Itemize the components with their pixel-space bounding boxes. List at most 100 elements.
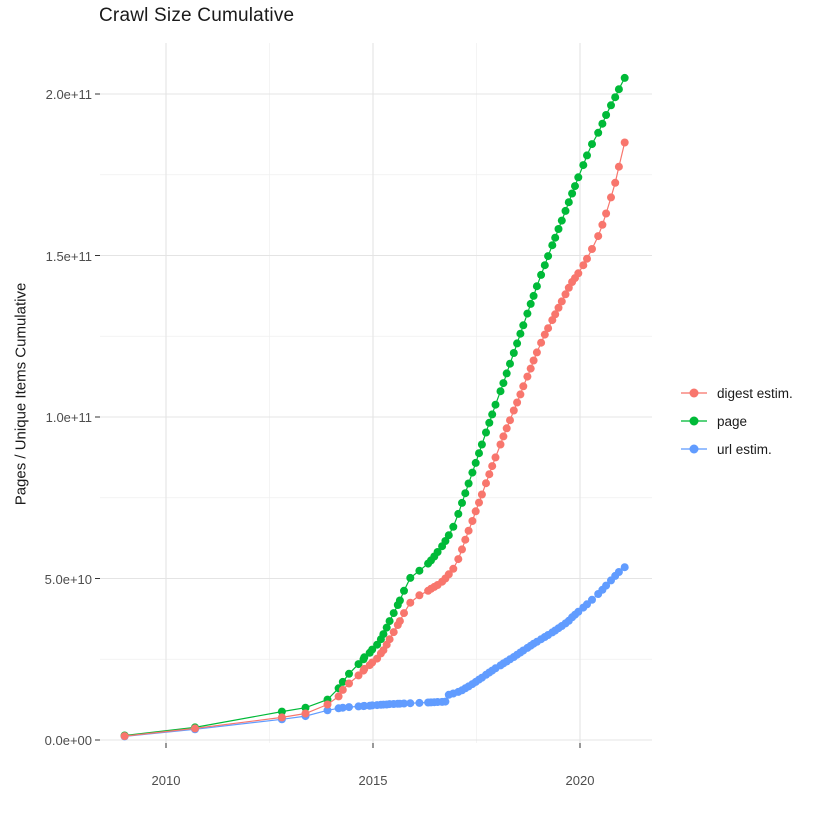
- y-tick-label: 0.0e+00: [44, 733, 92, 748]
- x-tick-label: 2010: [151, 773, 181, 788]
- data-point: [334, 692, 343, 701]
- data-point: [400, 609, 408, 618]
- data-point: [491, 400, 500, 409]
- data-point: [382, 623, 391, 632]
- data-point: [301, 703, 310, 712]
- data-point: [602, 581, 611, 590]
- data-point: [461, 535, 470, 544]
- data-point: [523, 372, 532, 381]
- data-point: [482, 428, 490, 437]
- data-point: [532, 282, 541, 291]
- data-point: [620, 563, 629, 572]
- legend: digest estim. page url estim.: [681, 379, 793, 463]
- data-point: [554, 225, 563, 233]
- data-point: [523, 309, 532, 318]
- x-tick-label: 2015: [358, 773, 388, 788]
- data-point: [389, 628, 398, 637]
- data-point: [475, 449, 483, 458]
- data-point: [620, 73, 629, 82]
- data-point: [415, 566, 424, 575]
- data-point: [458, 498, 466, 507]
- data-point: [488, 410, 497, 419]
- legend-key-dot: [689, 444, 699, 454]
- data-point: [529, 356, 538, 365]
- data-point: [488, 462, 497, 471]
- data-point: [526, 364, 535, 373]
- data-point: [598, 220, 607, 229]
- data-point: [588, 140, 596, 149]
- data-point: [415, 591, 424, 600]
- data-point: [471, 507, 480, 516]
- data-point: [323, 706, 332, 715]
- data-point: [277, 713, 286, 722]
- data-point: [379, 630, 388, 639]
- data-point: [509, 349, 518, 357]
- data-point: [464, 526, 473, 535]
- data-point: [471, 458, 480, 467]
- data-point: [491, 453, 500, 462]
- data-point: [516, 329, 525, 338]
- legend-item: url estim.: [681, 435, 793, 463]
- data-point: [561, 206, 570, 215]
- data-point: [368, 645, 377, 654]
- legend-item: digest estim.: [681, 379, 793, 407]
- data-point: [544, 324, 553, 333]
- data-point: [532, 348, 541, 357]
- data-point: [557, 297, 566, 306]
- data-point: [395, 617, 404, 626]
- data-point: [583, 254, 591, 263]
- data-point: [468, 468, 477, 477]
- data-point: [594, 128, 603, 137]
- x-tick-label: 2020: [565, 773, 595, 788]
- data-point: [406, 598, 415, 607]
- data-point: [400, 699, 408, 708]
- data-point: [415, 698, 424, 707]
- data-point: [406, 699, 415, 708]
- data-point: [468, 517, 477, 525]
- data-point: [499, 379, 508, 388]
- data-point: [485, 470, 494, 479]
- data-point: [441, 697, 450, 706]
- data-point: [519, 321, 528, 330]
- data-point: [496, 440, 505, 449]
- data-point: [395, 596, 404, 605]
- data-point: [594, 232, 603, 241]
- data-point: [506, 359, 514, 368]
- data-point: [614, 85, 623, 94]
- legend-item: page: [681, 407, 793, 435]
- data-point: [441, 537, 450, 545]
- data-point: [574, 269, 583, 278]
- data-point: [385, 635, 394, 644]
- data-point: [485, 418, 494, 427]
- data-point: [544, 252, 553, 261]
- data-point: [607, 193, 615, 202]
- data-point: [588, 595, 596, 604]
- data-point: [496, 387, 505, 396]
- data-point: [449, 564, 458, 573]
- data-point: [513, 339, 522, 348]
- y-tick-label: 1.0e+11: [45, 410, 92, 425]
- data-point: [477, 490, 486, 499]
- data-point: [564, 283, 573, 292]
- data-point: [464, 479, 473, 488]
- data-point: [614, 162, 623, 171]
- data-point: [554, 303, 563, 312]
- data-point: [529, 291, 538, 300]
- data-point: [607, 101, 615, 110]
- legend-label: page: [717, 413, 748, 429]
- data-point: [454, 509, 463, 518]
- data-point: [506, 416, 514, 425]
- data-point: [551, 310, 560, 319]
- data-point: [406, 573, 415, 582]
- data-point: [620, 138, 629, 147]
- data-point: [551, 233, 560, 242]
- data-point: [323, 700, 332, 709]
- data-point: [477, 440, 486, 449]
- legend-label: url estim.: [717, 441, 772, 457]
- data-point: [583, 151, 591, 160]
- data-point: [433, 548, 442, 556]
- data-point: [301, 709, 310, 718]
- data-point: [568, 189, 577, 198]
